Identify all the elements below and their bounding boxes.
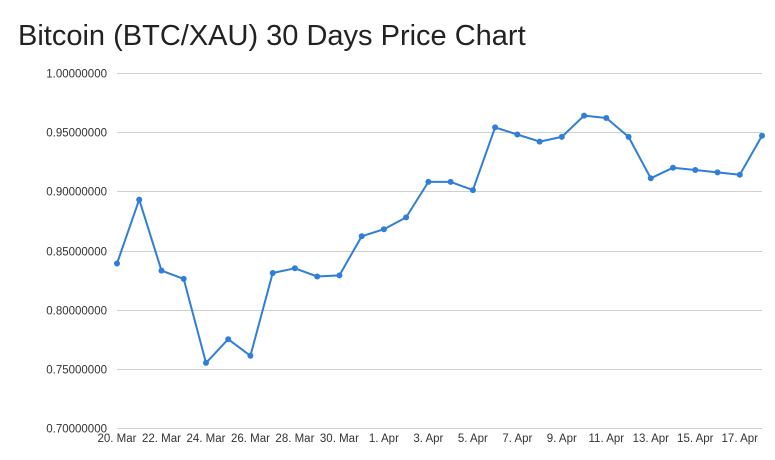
y-tick-label: 0.95000000 <box>46 128 107 140</box>
data-point[interactable] <box>492 124 499 131</box>
data-point[interactable] <box>225 336 232 343</box>
data-point[interactable] <box>158 267 165 274</box>
data-point[interactable] <box>692 167 699 173</box>
x-tick-label: 3. Apr <box>413 433 443 445</box>
x-tick-label: 1. Apr <box>369 433 399 445</box>
data-point[interactable] <box>269 270 276 276</box>
chart-title: Bitcoin (BTC/XAU) 30 Days Price Chart <box>18 20 526 52</box>
y-tick-label: 0.85000000 <box>46 247 107 259</box>
data-point[interactable] <box>736 171 743 178</box>
y-tick-label: 0.90000000 <box>46 187 107 199</box>
x-tick-label: 11. Apr <box>589 433 625 445</box>
y-tick-label: 0.80000000 <box>46 306 107 318</box>
data-point[interactable] <box>203 359 209 366</box>
x-tick-label: 30. Mar <box>320 433 359 445</box>
x-tick-label: 5. Apr <box>458 433 488 445</box>
x-tick-label: 28. Mar <box>275 433 314 445</box>
x-tick-label: 13. Apr <box>633 433 670 445</box>
data-point[interactable] <box>136 196 143 203</box>
data-point[interactable] <box>314 273 321 280</box>
data-point[interactable] <box>581 112 588 119</box>
data-point[interactable] <box>558 133 565 140</box>
data-point[interactable] <box>647 175 654 182</box>
data-point[interactable] <box>247 352 254 359</box>
data-point[interactable] <box>425 178 432 185</box>
data-point[interactable] <box>536 138 543 145</box>
y-axis: 1.00000000 0.95000000 0.90000000 0.85000000… <box>46 69 107 436</box>
data-point[interactable] <box>380 226 387 233</box>
x-tick-label: 9. Apr <box>547 433 577 445</box>
x-tick-label: 7. Apr <box>502 433 532 445</box>
data-point[interactable] <box>514 131 521 138</box>
data-point[interactable] <box>670 164 676 171</box>
data-points <box>114 112 765 366</box>
data-point[interactable] <box>469 187 476 194</box>
x-tick-label: 24. Mar <box>186 433 225 445</box>
x-tick-label: 20. Mar <box>98 433 137 445</box>
data-point[interactable] <box>447 178 454 185</box>
data-point[interactable] <box>114 260 120 267</box>
x-tick-label: 15. Apr <box>677 433 714 445</box>
data-point[interactable] <box>358 233 365 240</box>
x-axis: 20. Mar 22. Mar 24. Mar 26. Mar 28. Mar 30. M… <box>98 433 759 445</box>
x-tick-label: 17. Apr <box>722 433 759 445</box>
grid-lines <box>117 73 762 429</box>
data-point[interactable] <box>714 169 721 176</box>
data-point[interactable] <box>180 275 187 282</box>
data-point[interactable] <box>336 272 343 279</box>
data-point[interactable] <box>403 214 410 221</box>
y-tick-label: 1.00000000 <box>46 69 107 81</box>
x-tick-label: 26. Mar <box>231 433 270 445</box>
x-tick-label: 22. Mar <box>142 433 181 445</box>
series <box>116 114 763 364</box>
data-point[interactable] <box>603 115 610 121</box>
series-line <box>116 114 763 364</box>
data-point[interactable] <box>625 133 632 140</box>
y-tick-label: 0.70000000 <box>46 424 107 436</box>
y-tick-label: 0.75000000 <box>46 365 107 377</box>
data-point[interactable] <box>291 265 298 272</box>
data-point[interactable] <box>759 132 765 139</box>
